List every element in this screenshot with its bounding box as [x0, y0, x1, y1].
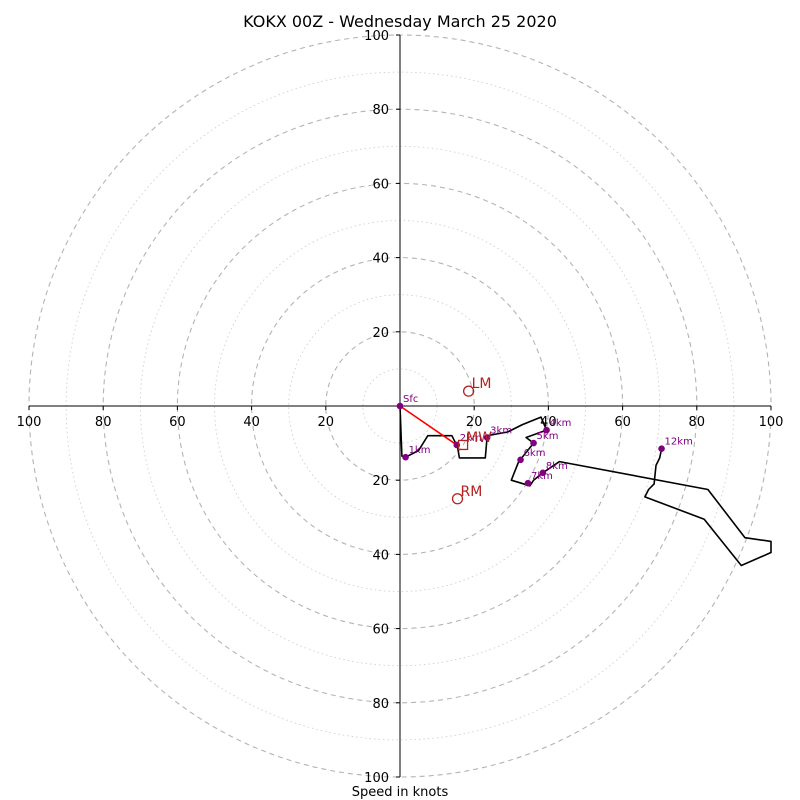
y-tick-label: 80 [372, 697, 389, 712]
storm-motion-marker-rm [451, 493, 464, 505]
height-label-1km: 1km [409, 445, 431, 456]
height-marker-sfc [396, 402, 404, 410]
storm-motion-label-lm: LM [472, 376, 492, 392]
height-marker-4km [543, 426, 550, 434]
height-marker-6km [517, 456, 524, 464]
x-tick-label: 40 [243, 415, 260, 430]
height-label-4km: 4km [550, 418, 572, 429]
x-tick-label: 100 [759, 415, 784, 430]
y-tick-label: 20 [372, 326, 389, 341]
y-tick-label: 100 [364, 771, 389, 786]
x-tick-label: 100 [17, 415, 42, 430]
height-label-6km: 6km [524, 448, 546, 459]
height-label-sfc: Sfc [403, 394, 418, 405]
storm-motion-label-rm: RM [461, 484, 483, 500]
wind-profile [399, 405, 772, 567]
storm-motion-marker-mw [457, 439, 469, 451]
y-tick-label: 40 [372, 252, 389, 267]
storm-motions: LM MW RM [451, 376, 492, 505]
height-label-2km: 2km [460, 433, 482, 444]
x-tick-label: 80 [95, 415, 112, 430]
height-marker-12km [658, 445, 665, 452]
height-label-5km: 5km [537, 431, 559, 442]
y-tick-label: 60 [372, 177, 389, 192]
x-tick-label: 80 [689, 415, 706, 430]
height-label-7km: 7km [531, 471, 553, 482]
storm-motion-label-mw: MW [466, 430, 492, 446]
mean-wind-segment [399, 405, 458, 446]
mean-wind-line [399, 405, 458, 446]
x-tick-label: 60 [614, 415, 631, 430]
x-tick-label: 60 [169, 415, 186, 430]
y-tick-label: 100 [364, 29, 389, 44]
height-marker-8km [539, 469, 547, 477]
height-marker-7km [524, 479, 532, 487]
profile-line [399, 405, 772, 567]
height-marker-5km [530, 439, 537, 447]
height-label-3km: 3km [490, 426, 512, 437]
x-axis-label: Speed in knots [352, 785, 449, 800]
height-label-8km: 8km [546, 461, 568, 472]
y-tick-label: 60 [372, 623, 389, 638]
tick-labels: 100 80 60 40 20 20 40 60 80 100100806040202040608… [17, 29, 784, 786]
chart-title: KOKX 00Z - Wednesday March 25 2020 [243, 12, 557, 31]
x-tick-label: 20 [318, 415, 335, 430]
y-tick-label: 80 [372, 103, 389, 118]
height-marker-1km [402, 453, 409, 461]
x-tick-label: 20 [466, 415, 483, 430]
storm-motion-marker-lm [462, 385, 475, 397]
height-marker-3km [483, 434, 491, 441]
y-tick-label: 40 [372, 548, 389, 563]
y-tick-label: 20 [372, 474, 389, 489]
height-label-12km: 12km [665, 437, 693, 448]
